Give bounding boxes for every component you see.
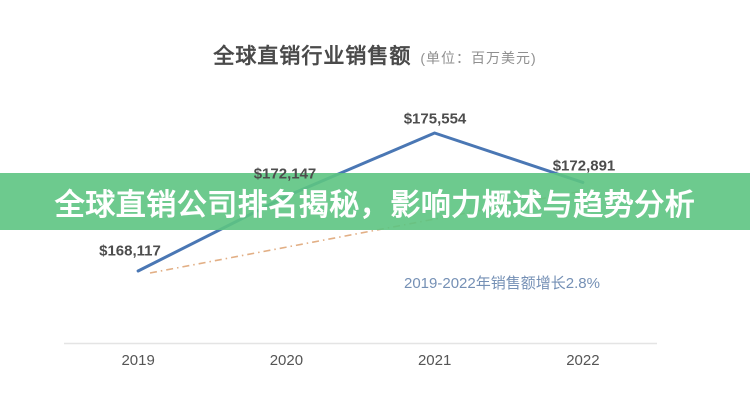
growth-annotation: 2019-2022年销售额增长2.8% bbox=[404, 275, 600, 292]
headline-banner: 全球直销公司排名揭秘，影响力概述与趋势分析 bbox=[0, 173, 750, 230]
data-label-2021: $175,554 bbox=[403, 110, 467, 128]
x-axis-label: 2020 bbox=[269, 352, 304, 369]
chart-title: 全球直销行业销售额 (单位：百万美元) bbox=[0, 40, 750, 70]
chart-title-unit: (单位：百万美元) bbox=[420, 50, 537, 66]
x-axis-label: 2019 bbox=[121, 352, 155, 369]
chart-title-text: 全球直销行业销售额 bbox=[213, 45, 412, 68]
data-label-2019: $168,117 bbox=[99, 242, 161, 260]
x-axis-label: 2022 bbox=[566, 352, 600, 369]
x-axis-label: 2021 bbox=[417, 352, 452, 369]
data-label-2022: $172,891 bbox=[552, 157, 616, 175]
sales-line-series bbox=[136, 131, 585, 273]
data-label-2020: $172,147 bbox=[253, 165, 317, 183]
headline-banner-text: 全球直销公司排名揭秘，影响力概述与趋势分析 bbox=[54, 188, 696, 222]
